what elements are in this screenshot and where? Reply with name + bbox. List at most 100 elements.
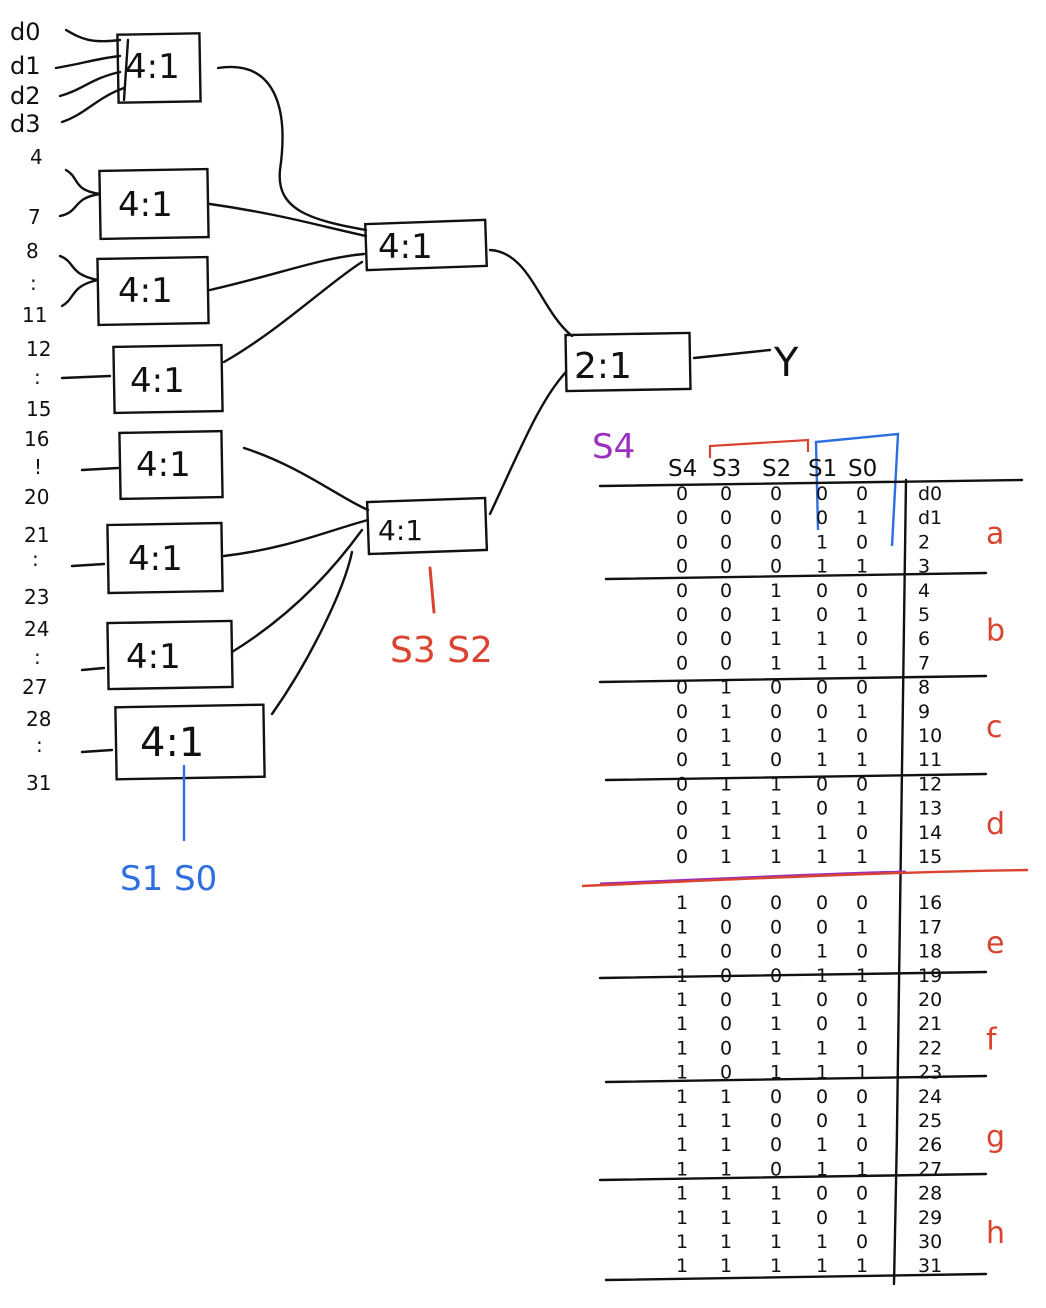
- truth-table-cell: 1: [770, 604, 782, 626]
- truth-table-row: 1 1 1 0 0 28: [676, 1183, 942, 1205]
- truth-table-cell: 0: [770, 1158, 782, 1180]
- truth-table-row: 1 0 1 1 0 22: [676, 1037, 942, 1059]
- truth-table-cell: 0: [720, 916, 732, 938]
- truth-table-cell: 0: [720, 1037, 732, 1059]
- select-label-s4: S4: [592, 427, 635, 467]
- mux-label: 4:1: [128, 539, 183, 579]
- truth-table-row: 1 1 0 1 0 26: [676, 1134, 942, 1156]
- truth-table-cell: 1: [676, 1183, 688, 1205]
- mux-4to1-6: 4:1: [106, 521, 224, 595]
- truth-table-cell: 1: [770, 798, 782, 820]
- select-labels: S1 S0 S3 S2 S4: [120, 427, 635, 899]
- truth-table-row: 0 1 1 1 0 14: [676, 822, 942, 844]
- mux-label: 4:1: [378, 514, 423, 547]
- s4-divider-line: [581, 868, 1029, 888]
- truth-table-cell: 0: [720, 580, 732, 602]
- truth-table-cell: 0: [676, 556, 688, 578]
- truth-table-cell: 0: [676, 580, 688, 602]
- truth-table-input-index: 25: [918, 1110, 942, 1132]
- truth-table-cell: 1: [720, 846, 732, 868]
- truth-table-cell: 0: [770, 1134, 782, 1156]
- truth-table-cell: 0: [770, 677, 782, 699]
- truth-table-cell: 0: [856, 531, 868, 553]
- truth-table-cell: 1: [856, 749, 868, 771]
- truth-table-cell: 0: [770, 483, 782, 505]
- truth-table-cell: 0: [856, 773, 868, 795]
- truth-table-cell: 0: [856, 941, 868, 963]
- truth-table-row: 1 1 1 0 1 29: [676, 1207, 942, 1229]
- select-label-s3-s2: S3 S2: [390, 630, 493, 671]
- mux-label: 4:1: [136, 445, 191, 485]
- truth-table-input-index: 9: [918, 701, 930, 723]
- input-label-d2: d2: [10, 82, 41, 110]
- truth-table-cell: 0: [770, 965, 782, 987]
- truth-table-cell: 0: [770, 556, 782, 578]
- truth-table-cell: 0: [816, 773, 828, 795]
- truth-table-cell: 0: [856, 1086, 868, 1108]
- mux-label: 4:1: [140, 720, 204, 766]
- truth-table-cell: 0: [856, 1183, 868, 1205]
- truth-table-group-label: b: [986, 613, 1005, 648]
- mux-label: 2:1: [574, 346, 632, 387]
- truth-table-row: 1 1 1 1 1 31: [676, 1255, 942, 1277]
- truth-table-cell: 1: [676, 989, 688, 1011]
- truth-table-cell: 1: [770, 1231, 782, 1253]
- truth-table-header-s0: S0: [848, 456, 877, 482]
- truth-table-cell: 1: [856, 604, 868, 626]
- truth-table-cell: 1: [816, 846, 828, 868]
- truth-table-cell: 1: [676, 1086, 688, 1108]
- truth-table-cell: 1: [856, 965, 868, 987]
- truth-table-cell: 1: [720, 1207, 732, 1229]
- truth-table-cell: 1: [676, 1255, 688, 1277]
- input-label-8: 8: [26, 239, 39, 263]
- truth-table-cell: 0: [676, 798, 688, 820]
- truth-table-cell: 1: [856, 507, 868, 529]
- truth-table-cell: 1: [856, 652, 868, 674]
- truth-table-cell: 0: [720, 483, 732, 505]
- truth-table-input-index: 19: [918, 965, 942, 987]
- truth-table-row-line: [598, 478, 1024, 488]
- truth-table-input-index: 28: [918, 1183, 942, 1205]
- truth-table-cell: 1: [816, 822, 828, 844]
- truth-table-input-index: 4: [918, 580, 930, 602]
- truth-table-input-index: 26: [918, 1134, 942, 1156]
- truth-table-row: 0 0 0 0 1 d1: [676, 507, 942, 529]
- truth-table-cell: 1: [856, 1013, 868, 1035]
- truth-table-cell: 0: [676, 773, 688, 795]
- truth-table-cell: 0: [816, 701, 828, 723]
- truth-table-cell: 1: [720, 1110, 732, 1132]
- truth-table-input-index: 31: [918, 1255, 942, 1277]
- input-label-colon: :: [34, 645, 41, 669]
- truth-table-group-label: a: [986, 517, 1004, 552]
- truth-table-input-index: 7: [918, 652, 930, 674]
- header-bracket-s1s0: [814, 432, 900, 547]
- truth-table-cell: 0: [856, 892, 868, 914]
- truth-table-cell: 0: [856, 580, 868, 602]
- input-label-11: 11: [22, 303, 47, 327]
- input-label-7: 7: [28, 205, 41, 229]
- truth-table-input-index: 3: [918, 556, 930, 578]
- truth-table-input-index: 12: [918, 773, 942, 795]
- mux-label: 4:1: [118, 185, 173, 225]
- truth-table-input-index: 20: [918, 989, 942, 1011]
- truth-table-cell: 0: [720, 941, 732, 963]
- output-label: Y: [773, 340, 799, 386]
- truth-table-cell: 1: [720, 773, 732, 795]
- truth-table-cell: 0: [720, 1062, 732, 1084]
- mux-label: 4:1: [378, 227, 433, 267]
- truth-table-cell: 1: [816, 1231, 828, 1253]
- truth-table-row: 1 1 0 0 1 25: [676, 1110, 942, 1132]
- truth-table-cell: 0: [816, 892, 828, 914]
- truth-table-input-index: 24: [918, 1086, 942, 1108]
- truth-table-input-index: 10: [918, 725, 942, 747]
- truth-table-cell: 1: [720, 822, 732, 844]
- truth-table-cell: 1: [770, 1207, 782, 1229]
- truth-table-cell: 1: [770, 580, 782, 602]
- truth-table-cell: 0: [816, 507, 828, 529]
- truth-table-cell: 1: [816, 749, 828, 771]
- truth-table-row-line: [604, 772, 988, 782]
- truth-table-cell: 0: [676, 846, 688, 868]
- truth-table-row-line: [604, 571, 988, 581]
- truth-table-cell: 0: [816, 580, 828, 602]
- truth-table-cell: 1: [676, 1037, 688, 1059]
